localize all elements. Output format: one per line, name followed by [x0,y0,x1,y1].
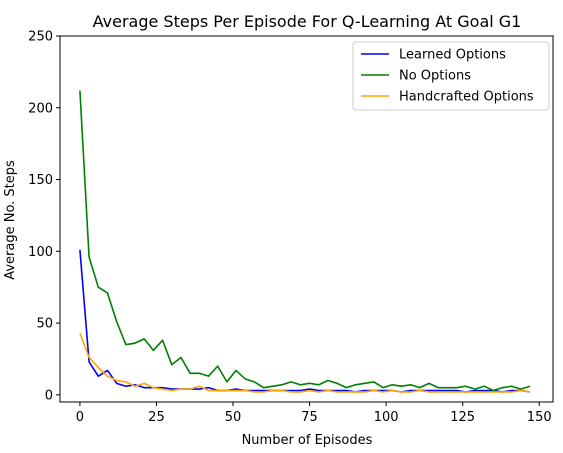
legend-label: No Options [399,69,471,84]
series-line-learned-options [79,249,531,393]
x-tick-label: 25 [148,410,165,425]
x-tick-label: 100 [374,410,399,425]
y-tick-label: 100 [28,245,53,260]
x-tick-label: 150 [527,410,552,425]
x-tick-label: 0 [76,410,84,425]
x-tick-label: 125 [450,410,475,425]
legend-box [352,41,550,111]
legend-label: Handcrafted Options [399,90,534,105]
plot-area [79,90,531,393]
series-line-handcrafted-options [79,332,531,393]
legend: Learned Options No Options Handcrafted Opt… [352,41,550,111]
y-tick-label: 50 [36,317,53,332]
x-tick-label: 75 [301,410,318,425]
x-tick-label: 50 [225,410,242,425]
y-tick-label: 0 [45,388,53,403]
axes: 0 25 50 75 100 125 150 0 50 100 150 200 250 [28,30,554,425]
y-axis-title: Average No. Steps [3,160,18,280]
y-tick-label: 200 [28,101,53,116]
chart-title: Average Steps Per Episode For Q-Learning… [93,12,522,31]
y-tick-label: 250 [28,30,53,45]
y-tick-label: 150 [28,173,53,188]
legend-label: Learned Options [399,48,506,63]
axes-frame [59,35,554,403]
series-line-no-options [79,90,531,392]
x-axis-title: Number of Episodes [242,433,373,448]
